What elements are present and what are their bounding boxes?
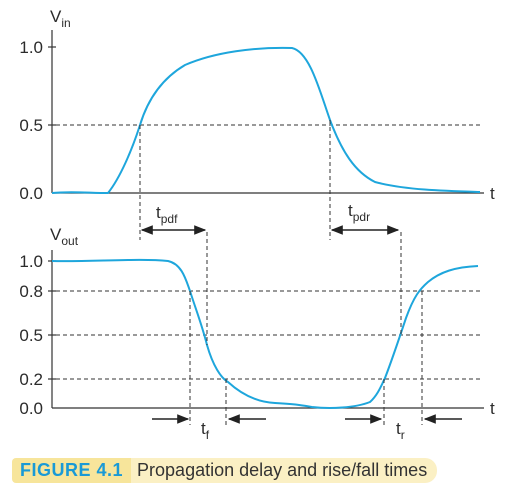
vout-plot: Vout 1.0 0.8 0.5 0.2 0.0 t tf tr [19,225,495,442]
vout-waveform [51,258,479,409]
propagation-delay-diagram: Vin 1.0 0.5 0.0 t tpdf tpdr Vout 1.0 0.8… [19,7,495,442]
vin-plot: Vin 1.0 0.5 0.0 t tpdf tpdr [19,7,495,240]
vin-tick-label-05: 0.5 [19,116,43,135]
vin-tick-label-1: 1.0 [19,38,43,57]
tpdr-label: tpdr [348,201,370,224]
vout-tick-label-1: 1.0 [19,252,43,271]
vout-tick-label-08: 0.8 [19,282,43,301]
vout-tick-label-05: 0.5 [19,326,43,345]
vin-tick-label-0: 0.0 [19,184,43,203]
vin-axis-label: Vin [50,7,71,30]
vout-tick-label-0: 0.0 [19,399,43,418]
vin-waveform [51,46,481,195]
vout-tick-label-02: 0.2 [19,370,43,389]
tpdf-label: tpdf [156,203,178,226]
vout-time-label: t [490,399,495,418]
figure-caption: FIGURE 4.1 Propagation delay and rise/fa… [12,455,438,485]
vout-axis-label: Vout [50,225,79,248]
tf-label: tf [201,419,210,442]
figure-caption-text: Propagation delay and rise/fall times [131,457,438,483]
figure-number: FIGURE 4.1 [12,457,132,483]
tr-label: tr [396,419,405,442]
vin-time-label: t [490,184,495,203]
